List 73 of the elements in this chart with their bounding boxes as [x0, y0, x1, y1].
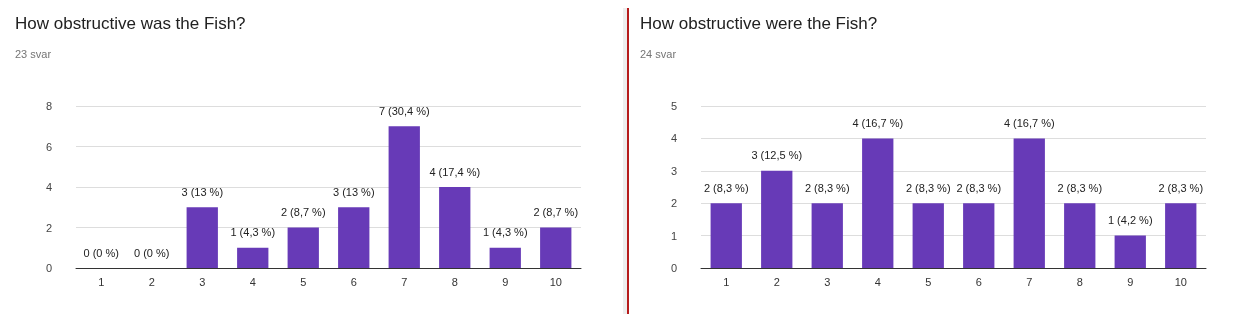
data-label: 4 (16,7 %) [1003, 116, 1055, 129]
data-label: 2 (8,7 %) [280, 206, 326, 218]
y-tick-label: 5 [670, 100, 677, 112]
bar [338, 207, 370, 268]
bar [912, 203, 944, 268]
data-label: 2 (8,3 %) [905, 181, 951, 194]
data-label: 0 (0 %) [134, 246, 170, 259]
data-label: 0 (0 %) [83, 246, 119, 259]
y-tick-label: 8 [45, 100, 52, 112]
bar [761, 170, 793, 268]
chart-title: How obstructive was the Fish? [15, 14, 246, 33]
bar [963, 203, 995, 268]
bar [1165, 203, 1197, 268]
data-label: 1 (4,3 %) [482, 226, 528, 239]
bar [1064, 203, 1096, 268]
data-label: 1 (4,3 %) [230, 226, 276, 239]
x-tick-label: 6 [350, 275, 357, 288]
x-tick-label: 4 [874, 275, 881, 288]
y-tick-label: 3 [670, 164, 677, 177]
data-label: 1 (4,2 %) [1107, 214, 1153, 227]
y-tick-label: 2 [45, 221, 52, 234]
bar [710, 203, 742, 268]
data-label: 2 (8,3 %) [703, 181, 749, 194]
data-label: 7 (30,4 %) [378, 104, 430, 117]
bar [1114, 235, 1146, 268]
x-tick-label: 2 [148, 275, 155, 288]
chart-subtitle: 23 svar [15, 47, 52, 60]
data-label: 3 (13 %) [332, 185, 375, 198]
bar [811, 203, 843, 268]
data-label: 3 (12,5 %) [751, 149, 803, 162]
data-label: 2 (8,7 %) [533, 206, 579, 218]
data-label: 3 (13 %) [181, 185, 224, 198]
data-label: 2 (8,3 %) [956, 181, 1002, 194]
x-tick-label: 9 [502, 275, 509, 288]
x-tick-label: 5 [925, 275, 932, 288]
bar [1013, 138, 1045, 268]
bar [287, 227, 319, 268]
bar [489, 247, 521, 268]
y-tick-label: 0 [670, 262, 677, 274]
x-tick-label: 4 [249, 275, 256, 288]
x-tick-label: 2 [773, 275, 780, 288]
data-label: 2 (8,3 %) [804, 181, 850, 194]
y-tick-label: 4 [45, 181, 52, 193]
chart-title: How obstructive were the Fish? [640, 14, 878, 33]
bar [186, 207, 218, 268]
x-tick-label: 9 [1127, 275, 1134, 288]
x-tick-label: 5 [300, 275, 307, 288]
x-tick-label: 8 [451, 275, 458, 288]
x-tick-label: 10 [549, 275, 562, 288]
x-tick-label: 8 [1076, 275, 1083, 288]
x-tick-label: 3 [199, 275, 206, 288]
y-tick-label: 2 [670, 197, 677, 210]
x-tick-label: 1 [723, 275, 730, 288]
bar [439, 187, 471, 268]
y-tick-label: 6 [45, 140, 52, 153]
bar [388, 126, 420, 268]
data-label: 2 (8,3 %) [1158, 181, 1204, 194]
bar [862, 138, 894, 268]
x-tick-label: 1 [98, 275, 105, 288]
x-tick-label: 10 [1174, 275, 1187, 288]
chart-subtitle: 24 svar [640, 47, 677, 60]
y-tick-label: 4 [670, 132, 677, 145]
x-tick-label: 3 [824, 275, 831, 288]
x-tick-label: 7 [401, 275, 408, 288]
x-tick-label: 7 [1026, 275, 1033, 288]
x-tick-label: 6 [975, 275, 982, 288]
bar [540, 227, 572, 268]
data-label: 2 (8,3 %) [1057, 181, 1103, 194]
y-tick-label: 1 [670, 229, 677, 242]
y-tick-label: 0 [45, 262, 52, 274]
bar [237, 247, 269, 268]
data-label: 4 (16,7 %) [852, 116, 904, 129]
data-label: 4 (17,4 %) [429, 165, 481, 178]
